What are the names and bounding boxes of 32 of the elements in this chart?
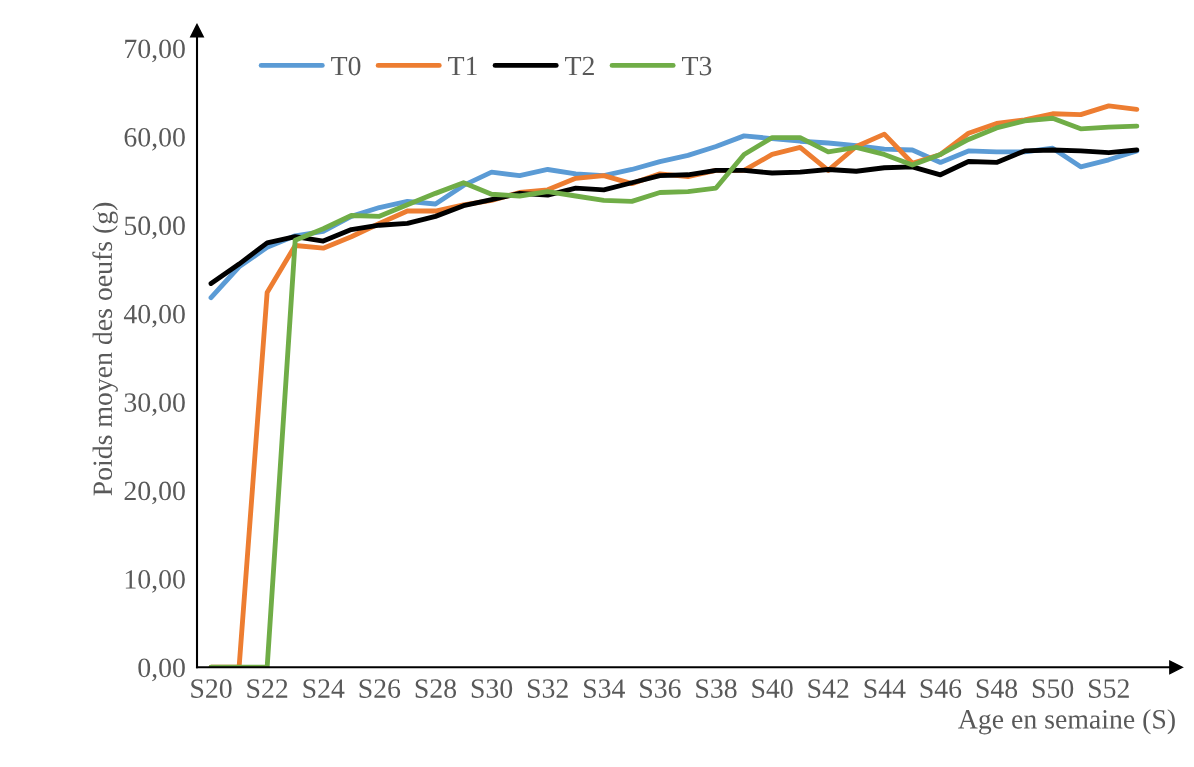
legend-label: T1: [448, 56, 477, 76]
y-tick-label: 10,00: [125, 570, 185, 593]
x-tick-label: S48: [976, 679, 1018, 698]
legend-label: T2: [565, 56, 594, 76]
y-axis-title: Poids moyen des oeufs (g): [92, 202, 118, 496]
y-tick-label: 0,00: [138, 658, 185, 682]
y-tick-label: 70,00: [125, 39, 185, 63]
line-series: [208, 147, 1140, 286]
x-tick-label: S34: [584, 679, 625, 698]
x-tick-label: S20: [191, 679, 232, 698]
x-tick-label: S38: [696, 679, 737, 698]
x-tick-label: S50: [1032, 679, 1074, 698]
x-tick-label: S52: [1089, 679, 1129, 698]
x-tick-label: S44: [864, 679, 906, 698]
y-tick-label: 20,00: [124, 481, 185, 505]
y-tick-label: 40,00: [123, 304, 185, 328]
x-tick-label: S24: [303, 679, 345, 698]
y-tick-label: 60,00: [124, 127, 185, 151]
x-tick-label: S42: [808, 679, 849, 698]
x-tick-label: S36: [640, 679, 681, 698]
x-tick-label: S30: [471, 679, 513, 698]
x-tick-label: S32: [527, 679, 568, 698]
y-tick-label: 50,00: [125, 216, 185, 240]
x-tick-label: S28: [415, 679, 457, 698]
legend-label: T0: [331, 56, 361, 76]
x-tick-label: S46: [920, 679, 962, 698]
y-tick-label: 30,00: [124, 393, 185, 416]
x-tick-label: S26: [359, 679, 401, 698]
x-axis-title: Age en semaine (S): [958, 709, 1175, 735]
x-tick-label: S40: [752, 679, 793, 698]
x-tick-label: S22: [247, 679, 288, 698]
legend-label: T3: [682, 56, 712, 76]
